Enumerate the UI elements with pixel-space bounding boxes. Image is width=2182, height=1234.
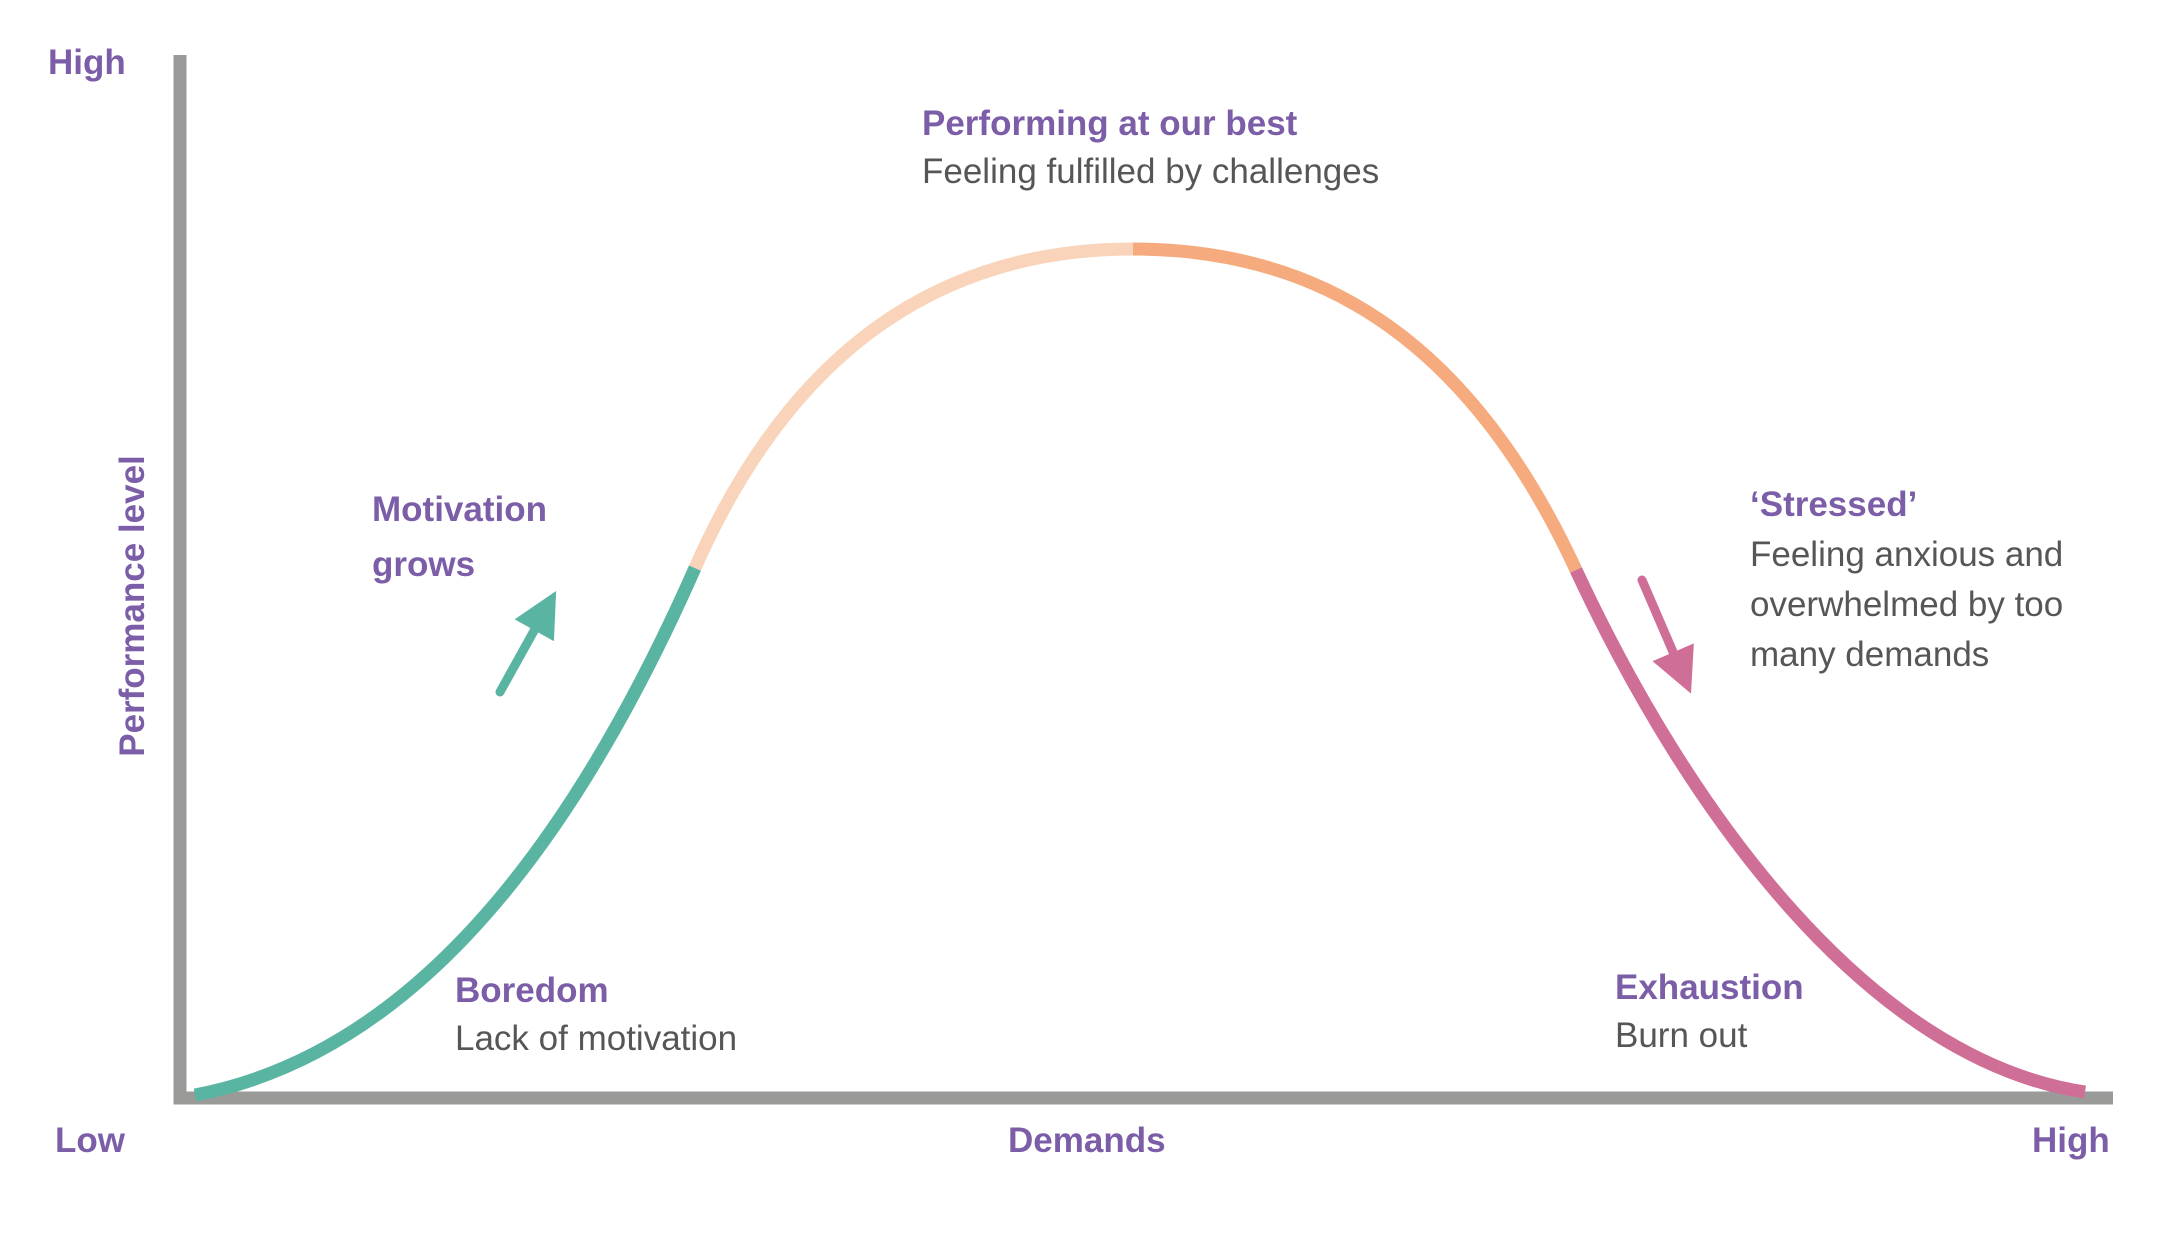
stressed-annotation-line2: overwhelmed by too: [1750, 585, 2064, 624]
curve-segment-stress: [1570, 567, 2086, 1099]
x-axis-min-label: Low: [55, 1121, 125, 1160]
y-axis-line: [173, 55, 187, 1104]
stressed-annotation-line3: many demands: [1750, 635, 1990, 674]
stressed-annotation-line1: Feeling anxious and: [1750, 535, 2064, 574]
x-axis-title: Demands: [1008, 1121, 1166, 1160]
peak-annotation-subtitle: Feeling fulfilled by challenges: [922, 152, 1380, 191]
boredom-annotation-subtitle: Lack of motivation: [455, 1019, 738, 1058]
motivation-up-arrow-icon: [495, 590, 557, 697]
boredom-annotation-title: Boredom: [455, 971, 609, 1010]
x-axis-max-label: High: [2032, 1121, 2110, 1160]
y-axis-max-label: High: [48, 43, 126, 82]
stressed-annotation-title: ‘Stressed’: [1750, 485, 1918, 524]
curve-segment-rising: [689, 242, 1134, 571]
peak-annotation: Performing at our best Feeling fulfilled…: [922, 100, 1379, 196]
y-axis-title: Performance level: [113, 455, 152, 757]
motivation-annotation: Motivation grows: [372, 482, 547, 592]
x-axis-line: [173, 1091, 2113, 1105]
exhaustion-annotation: Exhaustion Burn out: [1615, 964, 1804, 1060]
motivation-annotation-line1: Motivation: [372, 490, 547, 529]
boredom-annotation: Boredom Lack of motivation: [455, 967, 737, 1063]
stress-down-arrow-icon: [1637, 575, 1694, 694]
curve-segment-boredom: [193, 565, 701, 1102]
motivation-annotation-line2: grows: [372, 545, 476, 584]
stressed-annotation: ‘Stressed’ Feeling anxious and overwhelm…: [1750, 480, 2063, 680]
exhaustion-annotation-title: Exhaustion: [1615, 968, 1804, 1007]
peak-annotation-title: Performing at our best: [922, 104, 1298, 143]
exhaustion-annotation-subtitle: Burn out: [1615, 1016, 1748, 1055]
curve-segment-peak: [1132, 242, 1582, 573]
